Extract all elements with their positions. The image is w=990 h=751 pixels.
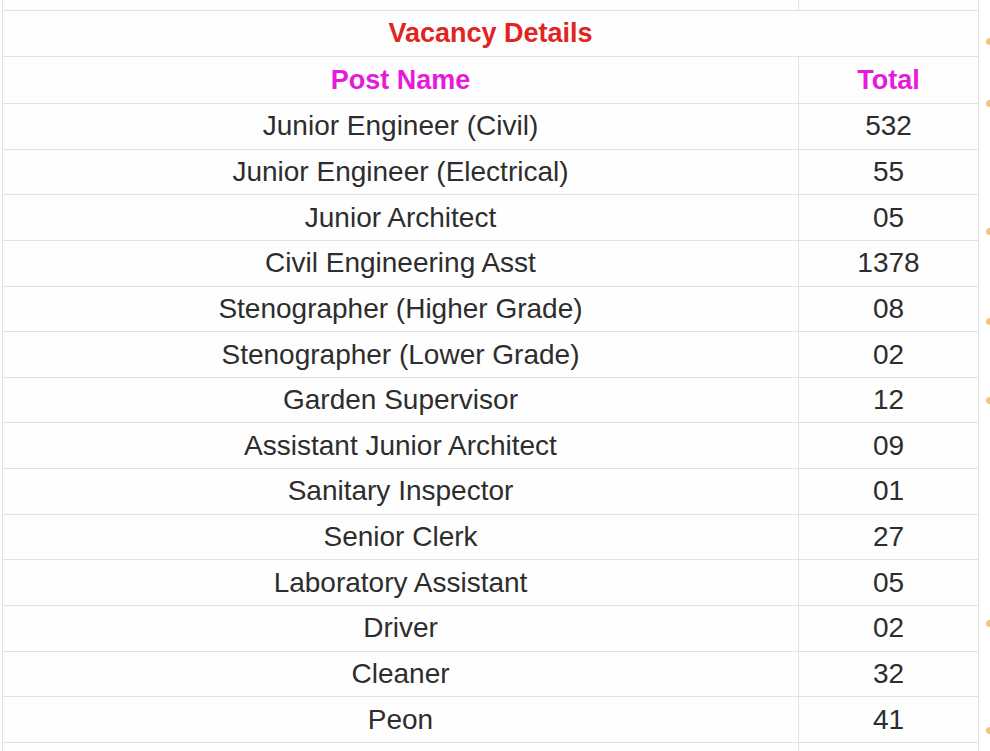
title-row: Vacancy Details <box>3 11 978 57</box>
total-cell: 55 <box>799 150 978 195</box>
total-cell: 08 <box>799 287 978 332</box>
table-row: Driver 02 <box>3 606 978 652</box>
post-name-cell: Assistant Junior Architect <box>3 423 799 468</box>
table-body: Junior Engineer (Civil) 532 Junior Engin… <box>3 104 978 751</box>
post-name-cell: Stenographer (Lower Grade) <box>3 332 799 377</box>
table-row: Laboratory Assistant 05 <box>3 560 978 606</box>
cropped-cell <box>3 743 799 751</box>
edge-artifact-dot <box>986 318 990 325</box>
table-row: Stenographer (Higher Grade) 08 <box>3 287 978 333</box>
vacancy-table: Vacancy Details Post Name Total Junior E… <box>2 0 979 751</box>
post-name-cell: Stenographer (Higher Grade) <box>3 287 799 332</box>
total-cell: 05 <box>799 195 978 240</box>
total-cell: 02 <box>799 332 978 377</box>
table-row: Garden Supervisor 12 <box>3 378 978 424</box>
column-header-total: Total <box>799 57 978 103</box>
post-name-cell: Sanitary Inspector <box>3 469 799 514</box>
total-cell: 41 <box>799 697 978 742</box>
table-row: Assistant Junior Architect 09 <box>3 423 978 469</box>
table-row: Civil Engineering Asst 1378 <box>3 241 978 287</box>
post-name-cell: Garden Supervisor <box>3 378 799 423</box>
table-row: Junior Engineer (Civil) 532 <box>3 104 978 150</box>
post-name-cell: Peon <box>3 697 799 742</box>
total-cell: 532 <box>799 104 978 149</box>
post-name-cell: Cleaner <box>3 652 799 697</box>
table-row: Peon 41 <box>3 697 978 743</box>
total-cell: 09 <box>799 423 978 468</box>
cropped-cell <box>799 743 978 751</box>
post-name-cell: Driver <box>3 606 799 651</box>
post-name-cell: Junior Engineer (Civil) <box>3 104 799 149</box>
cropped-row-top <box>3 0 978 11</box>
table-row: Sanitary Inspector 01 <box>3 469 978 515</box>
total-cell: 27 <box>799 515 978 560</box>
cropped-row-bottom <box>3 743 978 751</box>
post-name-cell: Senior Clerk <box>3 515 799 560</box>
table-row: Junior Architect 05 <box>3 195 978 241</box>
total-cell: 32 <box>799 652 978 697</box>
table-row: Stenographer (Lower Grade) 02 <box>3 332 978 378</box>
column-header-post-name: Post Name <box>3 57 799 103</box>
vacancy-details-page: Vacancy Details Post Name Total Junior E… <box>0 0 990 751</box>
cropped-cell <box>3 0 799 10</box>
post-name-cell: Civil Engineering Asst <box>3 241 799 286</box>
edge-artifact-dot <box>986 397 990 404</box>
edge-artifact-dot <box>986 38 990 45</box>
edge-artifact-dot <box>986 228 990 235</box>
total-cell: 12 <box>799 378 978 423</box>
post-name-cell: Laboratory Assistant <box>3 560 799 605</box>
page-title: Vacancy Details <box>3 11 978 56</box>
header-row: Post Name Total <box>3 57 978 104</box>
table-row: Senior Clerk 27 <box>3 515 978 561</box>
post-name-cell: Junior Engineer (Electrical) <box>3 150 799 195</box>
table-row: Cleaner 32 <box>3 652 978 698</box>
edge-artifact-dot <box>986 727 990 734</box>
table-row: Junior Engineer (Electrical) 55 <box>3 150 978 196</box>
total-cell: 05 <box>799 560 978 605</box>
total-cell: 1378 <box>799 241 978 286</box>
edge-artifact-dot <box>986 620 990 627</box>
post-name-cell: Junior Architect <box>3 195 799 240</box>
total-cell: 02 <box>799 606 978 651</box>
edge-artifact-dot <box>986 100 990 107</box>
total-cell: 01 <box>799 469 978 514</box>
cropped-cell <box>799 0 978 10</box>
